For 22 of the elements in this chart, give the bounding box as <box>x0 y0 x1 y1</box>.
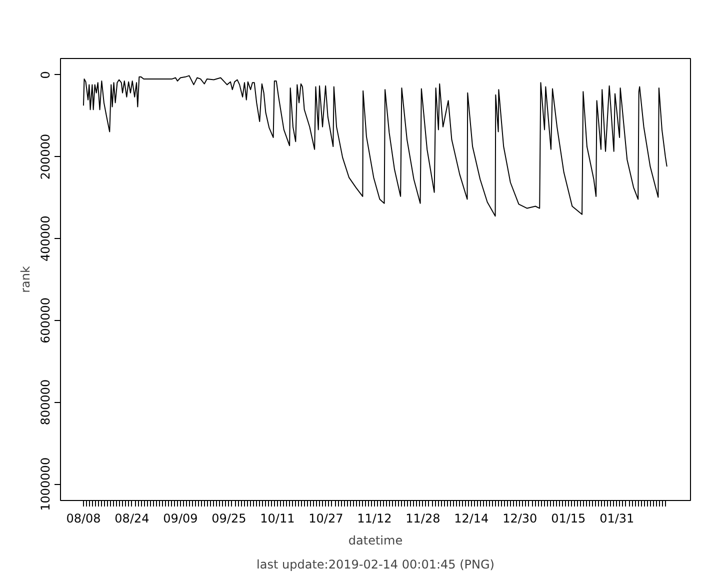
text: last update:2019-02-14 00:01:45 (PNG) <box>256 558 494 572</box>
x-tick-label: 10/27 <box>308 512 344 526</box>
x-tick-label: 12/14 <box>454 512 489 526</box>
y-tick-label: 600000 <box>38 298 52 344</box>
y-tick-label: 400000 <box>38 216 52 262</box>
line-series <box>82 75 668 217</box>
x-tick-label: 12/30 <box>502 512 538 526</box>
y-axis-title: rank <box>18 266 32 293</box>
y-tick-label: 200000 <box>38 134 52 180</box>
x-tick-label: 09/09 <box>163 512 198 526</box>
y-tick-label: 1000000 <box>38 457 52 511</box>
x-tick-label: 01/15 <box>551 512 586 526</box>
x-axis-title: datetime <box>348 534 403 548</box>
x-tick-label: 11/28 <box>406 512 440 526</box>
y-tick-label: 800000 <box>38 379 52 426</box>
x-tick-label: 09/25 <box>212 512 246 526</box>
x-tick-label: 08/24 <box>114 512 150 526</box>
x-tick-label: 01/31 <box>600 512 634 526</box>
x-tick-label: 10/11 <box>260 512 295 526</box>
y-tick-label: 0 <box>38 71 52 79</box>
x-tick-label: 08/08 <box>66 512 101 526</box>
x-tick-label: 11/12 <box>357 512 392 526</box>
